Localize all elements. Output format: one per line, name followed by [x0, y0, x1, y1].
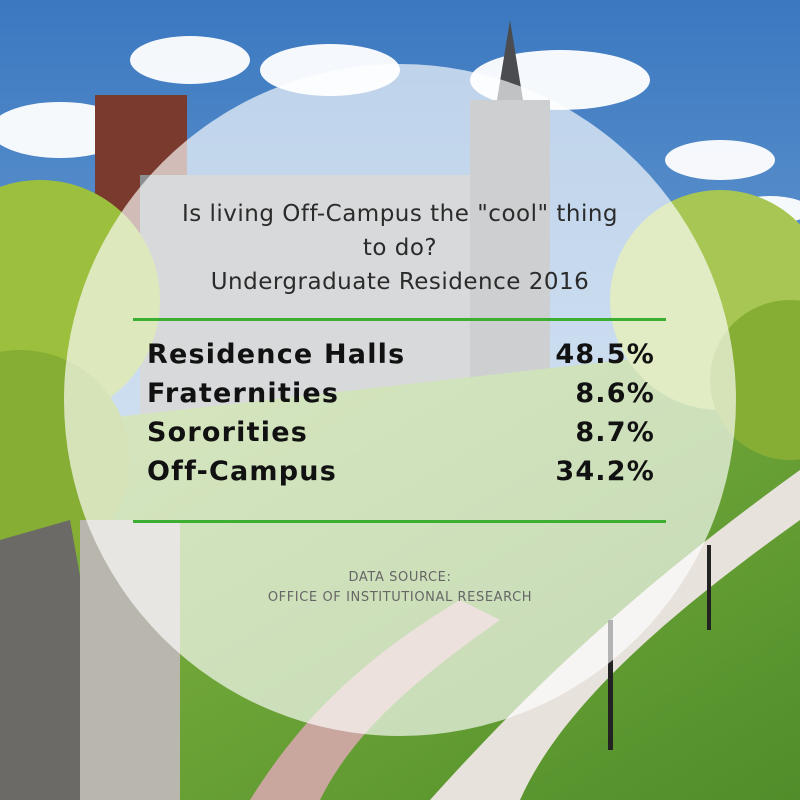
title-line-1: Is living Off-Campus the "cool" thing [181, 201, 619, 227]
row-value-residence-halls: 48.5% [555, 339, 655, 370]
source-text: OFFICE OF INSTITUTIONAL RESEARCH [267, 590, 533, 605]
table-row: Off-Campus 34.2% [147, 456, 655, 492]
table-row: Fraternities 8.6% [147, 378, 655, 414]
title-line-2: to do? [362, 235, 438, 261]
row-label-off-campus: Off-Campus [147, 456, 337, 487]
row-label-residence-halls: Residence Halls [147, 339, 406, 370]
row-value-off-campus: 34.2% [555, 456, 655, 487]
row-label-sororities: Sororities [147, 417, 308, 448]
row-label-fraternities: Fraternities [147, 378, 340, 409]
row-value-fraternities: 8.6% [575, 378, 655, 409]
divider-top [133, 318, 666, 321]
table-row: Residence Halls 48.5% [147, 339, 655, 375]
title-line-3: Undergraduate Residence 2016 [210, 269, 590, 295]
divider-bottom [133, 520, 666, 523]
row-value-sororities: 8.7% [575, 417, 655, 448]
overlay-circle [64, 64, 736, 736]
table-row: Sororities 8.7% [147, 417, 655, 453]
source-label: DATA SOURCE: [348, 570, 452, 585]
